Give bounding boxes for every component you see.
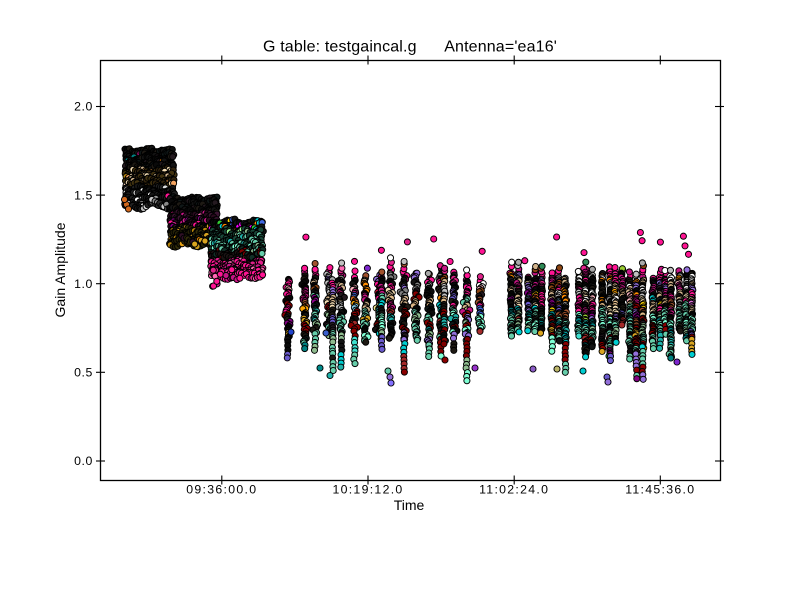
svg-text:0.5: 0.5 xyxy=(74,366,93,380)
svg-text:1.5: 1.5 xyxy=(74,188,93,202)
svg-text:10:19:12.0: 10:19:12.0 xyxy=(332,483,403,497)
svg-text:11:02:24.0: 11:02:24.0 xyxy=(479,483,549,497)
svg-text:2.0: 2.0 xyxy=(74,100,93,114)
svg-text:09:36:00.0: 09:36:00.0 xyxy=(186,483,257,497)
svg-text:0.0: 0.0 xyxy=(74,454,93,468)
svg-text:1.0: 1.0 xyxy=(74,277,93,291)
svg-text:G table: testgaincal.g An: G table: testgaincal.g Antenna='ea16' xyxy=(263,39,557,56)
svg-text:Gain Amplitude: Gain Amplitude xyxy=(52,222,68,317)
svg-text:Time: Time xyxy=(394,497,425,513)
svg-text:11:45:36.0: 11:45:36.0 xyxy=(625,483,695,497)
